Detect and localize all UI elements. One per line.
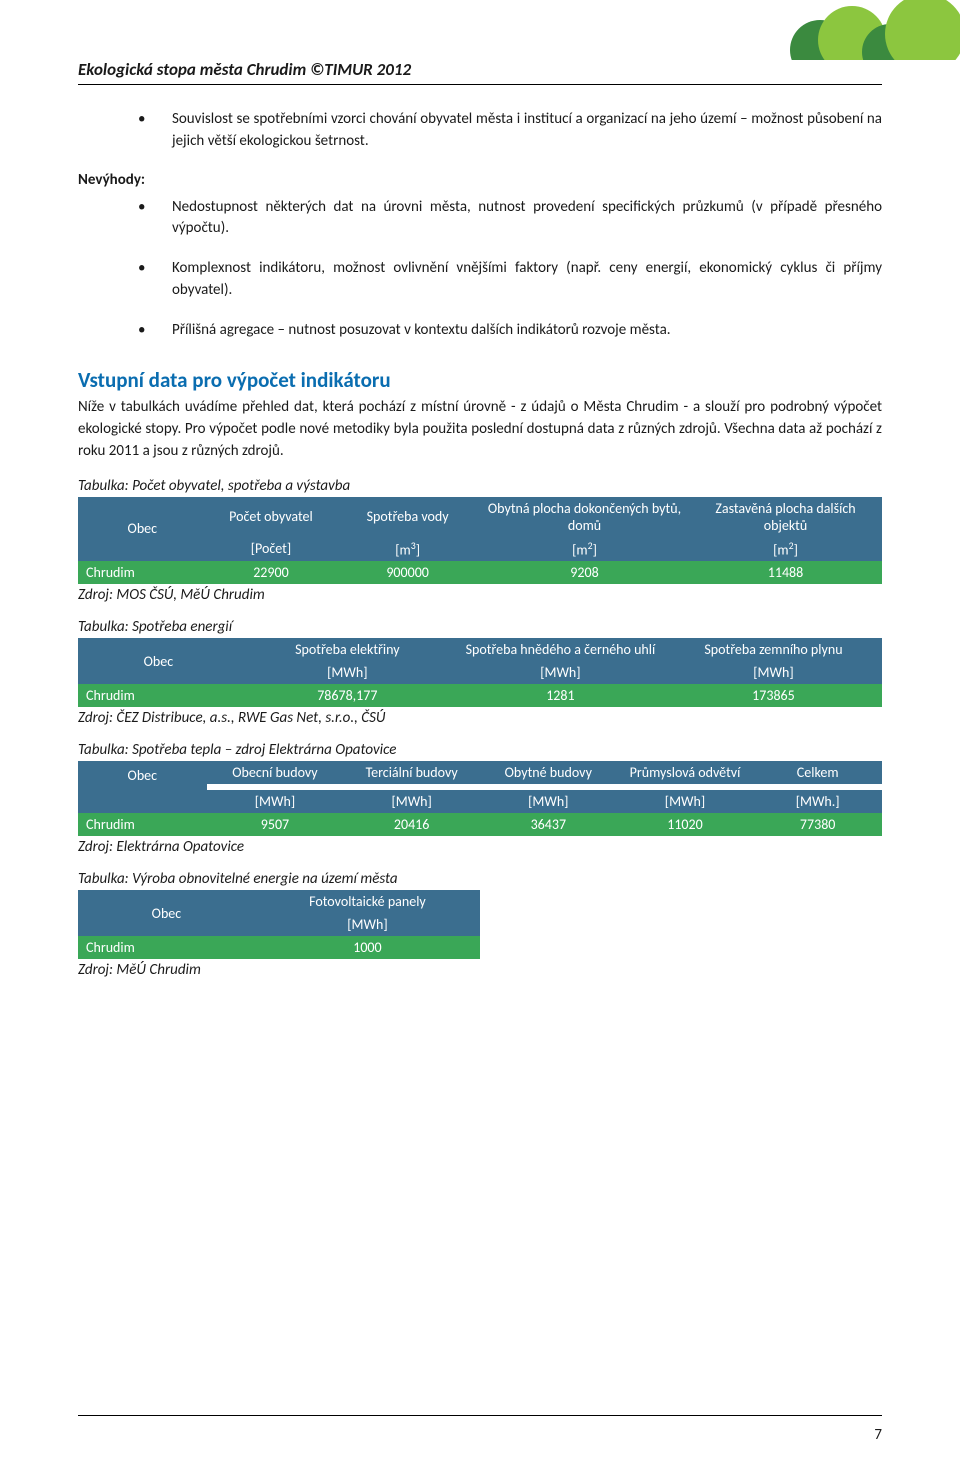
page-header-title: Ekologická stopa města Chrudim ©TIMUR 20…	[78, 59, 411, 80]
bullets-top: Souvislost se spotřebními vzorci chování…	[78, 109, 882, 153]
table2-u3: [MWh]	[665, 661, 882, 684]
table3-h1: Obecní budovy	[207, 761, 344, 784]
bullet-item: Komplexnost indikátoru, možnost ovlivněn…	[138, 258, 882, 302]
table1-h2: Spotřeba vody	[335, 497, 480, 537]
table2-source: Zdroj: ČEZ Distribuce, a.s., RWE Gas Net…	[78, 709, 882, 727]
table1-h3: Obytná plocha dokončených bytů, domů	[480, 497, 689, 537]
table2: Obec Spotřeba elektřiny Spotřeba hnědého…	[78, 638, 882, 707]
table2-r-obec: Chrudim	[78, 684, 239, 707]
nevyhody-label: Nevýhody:	[78, 171, 882, 189]
table1-r-obec: Chrudim	[78, 561, 207, 584]
table3-h-obec: Obec	[78, 761, 207, 790]
bullet-item: Souvislost se spotřebními vzorci chování…	[138, 109, 882, 153]
table3-u4: [MWh]	[617, 790, 754, 813]
section-body: Níže v tabulkách uvádíme přehled dat, kt…	[78, 397, 882, 462]
table3-u1: [MWh]	[207, 790, 344, 813]
bullets-nevyhody: Nedostupnost některých dat na úrovni měs…	[78, 197, 882, 342]
table4: Obec Fotovoltaické panely [MWh] Chrudim …	[78, 890, 480, 959]
table2-h1: Spotřeba elektřiny	[239, 638, 456, 661]
table3-r5: 77380	[753, 813, 882, 836]
table4-caption: Tabulka: Výroba obnovitelné energie na ú…	[78, 870, 882, 888]
table3-caption: Tabulka: Spotřeba tepla – zdroj Elektrár…	[78, 741, 882, 759]
table1-r4: 11488	[689, 561, 882, 584]
table2-r2: 1281	[456, 684, 665, 707]
table3-r-obec: Chrudim	[78, 813, 207, 836]
table2-u2: [MWh]	[456, 661, 665, 684]
table1-u3: [m2]	[480, 537, 689, 562]
table2-h3: Spotřeba zemního plynu	[665, 638, 882, 661]
table4-r-obec: Chrudim	[78, 936, 255, 959]
table1-r3: 9208	[480, 561, 689, 584]
table1-h4: Zastavěná plocha dalších objektů	[689, 497, 882, 537]
table3-source: Zdroj: Elektrárna Opatovice	[78, 838, 882, 856]
table4-h-obec: Obec	[78, 890, 255, 936]
table1-h-obec: Obec	[78, 497, 207, 562]
section-heading: Vstupní data pro výpočet indikátoru	[78, 367, 882, 393]
table3-h2: Terciální budovy	[343, 761, 480, 784]
footer-rule	[78, 1415, 882, 1416]
table2-caption: Tabulka: Spotřeba energií	[78, 618, 882, 636]
table1-source: Zdroj: MOS ČSÚ, MěÚ Chrudim	[78, 586, 882, 604]
table1-r2: 900000	[335, 561, 480, 584]
table3: Obec Obecní budovy Terciální budovy Obyt…	[78, 761, 882, 836]
table3-u3: [MWh]	[480, 790, 617, 813]
table3-h4: Průmyslová odvětví	[617, 761, 754, 784]
table2-u1: [MWh]	[239, 661, 456, 684]
table4-u1: [MWh]	[255, 913, 480, 936]
table3-r3: 36437	[480, 813, 617, 836]
table4-source: Zdroj: MěÚ Chrudim	[78, 961, 882, 979]
table1-r1: 22900	[207, 561, 336, 584]
table3-h5: Celkem	[753, 761, 882, 784]
table3-r2: 20416	[343, 813, 480, 836]
page-number: 7	[874, 1426, 882, 1444]
table2-r3: 173865	[665, 684, 882, 707]
table1-caption: Tabulka: Počet obyvatel, spotřeba a výst…	[78, 477, 882, 495]
table3-u2: [MWh]	[343, 790, 480, 813]
header-rule	[78, 84, 882, 85]
bullet-item: Nedostupnost některých dat na úrovni měs…	[138, 197, 882, 241]
table4-r1: 1000	[255, 936, 480, 959]
table3-h3: Obytné budovy	[480, 761, 617, 784]
bullet-item: Přílišná agregace – nutnost posuzovat v …	[138, 320, 882, 342]
table1-u1: [Počet]	[207, 537, 336, 562]
table2-h2: Spotřeba hnědého a černého uhlí	[456, 638, 665, 661]
table1-u2: [m3]	[335, 537, 480, 562]
table1-h1: Počet obyvatel	[207, 497, 336, 537]
table4-h1: Fotovoltaické panely	[255, 890, 480, 913]
table3-r1: 9507	[207, 813, 344, 836]
table1: Obec Počet obyvatel Spotřeba vody Obytná…	[78, 497, 882, 585]
table1-u4: [m2]	[689, 537, 882, 562]
table3-r4: 11020	[617, 813, 754, 836]
table2-r1: 78678,177	[239, 684, 456, 707]
table3-u5: [MWh.]	[753, 790, 882, 813]
table2-h-obec: Obec	[78, 638, 239, 684]
